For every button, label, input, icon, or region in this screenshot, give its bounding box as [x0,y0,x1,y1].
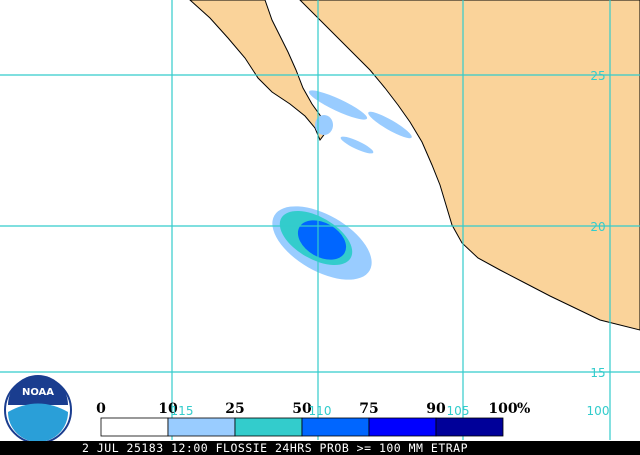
mainland [299,0,640,331]
legend-swatch [100,417,169,437]
probability-area [272,90,412,280]
lat-lon-grid [0,0,640,440]
legend-label: 90 [426,401,446,417]
legend-label: 10 [158,401,178,417]
logo-text: NOAA [22,387,54,398]
longitude-label: 110 [309,404,332,418]
noaa-logo: NOAA [4,375,72,444]
legend-label: 25 [225,401,244,417]
legend-swatch [368,417,437,437]
longitude-label: 100 [587,404,610,418]
legend-swatch [435,417,504,437]
latitude-label: 15 [590,366,605,380]
legend-label: 100 [488,401,517,417]
caption: 2 JUL 25183 12:00 FLOSSIE 24HRS PROB >= … [82,441,468,455]
legend-label: 50 [292,401,312,417]
latitude-label: 25 [590,69,605,83]
legend: 0 10 25 50 75 90 100% [96,401,530,437]
legend-swatch [301,417,370,437]
longitude-label: 105 [447,404,470,418]
legend-swatch [167,417,236,437]
latitude-label: 20 [590,220,605,234]
legend-label: 75 [359,401,378,417]
legend-swatch [234,417,303,437]
coordinate-labels: 115 110 105 100 25 20 15 [171,69,610,418]
caption-bar [0,441,640,455]
legend-unit: % [517,401,530,417]
baja-california [189,0,327,141]
longitude-label: 115 [171,404,194,418]
legend-label: 0 [96,401,106,417]
